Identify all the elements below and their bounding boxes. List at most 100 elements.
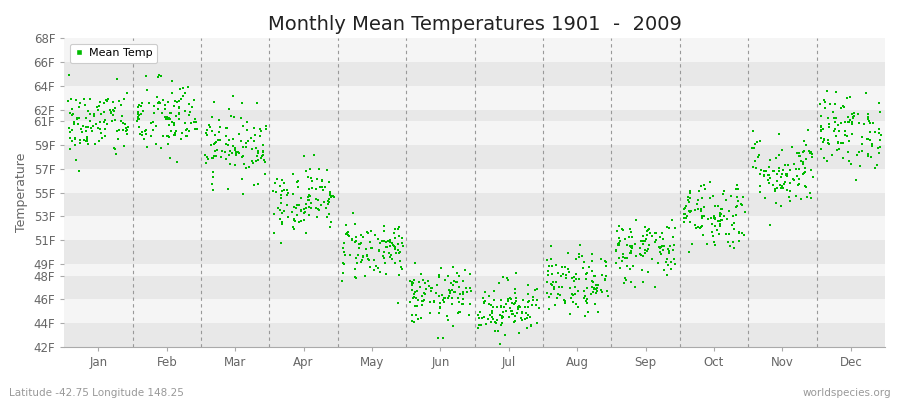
Point [594, 286, 608, 293]
Point [793, 153, 807, 160]
Point [293, 218, 308, 224]
Point [147, 109, 161, 116]
Point [336, 260, 350, 266]
Point [860, 114, 875, 120]
Point [548, 262, 562, 268]
Point [91, 125, 105, 131]
Point [584, 278, 598, 284]
Point [716, 216, 730, 223]
Point [239, 127, 254, 133]
Point [483, 312, 498, 319]
Point [492, 340, 507, 347]
Point [625, 234, 639, 240]
Point [547, 286, 562, 292]
Point [821, 140, 835, 146]
Point [172, 98, 186, 104]
Point [668, 260, 682, 267]
Point [322, 189, 337, 195]
Point [761, 172, 776, 178]
Point [364, 228, 378, 234]
Point [508, 318, 523, 324]
Point [354, 240, 368, 246]
Point [766, 182, 780, 188]
Point [391, 241, 405, 248]
Point [414, 271, 428, 277]
Point [568, 284, 582, 290]
Point [432, 310, 446, 316]
Point [245, 146, 259, 153]
Point [218, 149, 232, 156]
Point [266, 230, 281, 236]
Point [131, 112, 146, 118]
Point [360, 252, 374, 258]
Point [172, 116, 186, 122]
Bar [64, 62, 885, 86]
Point [382, 249, 396, 256]
Point [484, 302, 499, 308]
Point [179, 132, 194, 139]
Point [623, 226, 637, 232]
Point [212, 124, 227, 130]
Point [409, 295, 423, 302]
Point [555, 264, 570, 270]
Point [840, 132, 854, 139]
Point [156, 132, 170, 139]
Point [544, 291, 558, 297]
Point [250, 148, 265, 155]
Point [508, 294, 523, 301]
Point [237, 160, 251, 167]
Point [202, 122, 216, 129]
Point [299, 230, 313, 236]
Point [238, 165, 253, 172]
Point [249, 100, 264, 106]
Point [615, 258, 629, 264]
Point [753, 167, 768, 173]
Point [873, 136, 887, 143]
Point [515, 309, 529, 315]
Point [251, 157, 266, 163]
Point [452, 299, 466, 306]
Point [392, 232, 407, 239]
Point [698, 186, 713, 192]
Point [790, 173, 805, 180]
Point [714, 217, 728, 223]
Point [134, 103, 148, 110]
Point [417, 289, 431, 296]
Point [579, 298, 593, 304]
Point [325, 192, 339, 199]
Point [150, 105, 165, 112]
Point [773, 182, 788, 188]
Point [799, 193, 814, 200]
Point [337, 261, 351, 268]
Point [70, 116, 85, 122]
Point [83, 111, 97, 117]
Text: Latitude -42.75 Longitude 148.25: Latitude -42.75 Longitude 148.25 [9, 388, 184, 398]
Point [422, 298, 436, 305]
Point [322, 224, 337, 230]
Point [415, 302, 429, 308]
Point [847, 113, 861, 119]
Point [207, 153, 221, 160]
Point [688, 207, 702, 213]
Point [172, 104, 186, 110]
Point [761, 172, 776, 178]
Point [635, 240, 650, 247]
Point [567, 277, 581, 284]
Point [558, 298, 572, 304]
Point [796, 171, 810, 177]
Point [520, 325, 535, 332]
Point [722, 230, 736, 237]
Point [842, 117, 857, 123]
Point [135, 132, 149, 138]
Point [640, 248, 654, 254]
Point [97, 109, 112, 116]
Point [65, 112, 79, 118]
Point [452, 309, 466, 315]
Point [164, 110, 178, 116]
Point [280, 192, 294, 198]
Point [270, 176, 284, 183]
Point [338, 252, 353, 258]
Point [219, 140, 233, 147]
Point [348, 234, 363, 240]
Point [446, 282, 460, 288]
